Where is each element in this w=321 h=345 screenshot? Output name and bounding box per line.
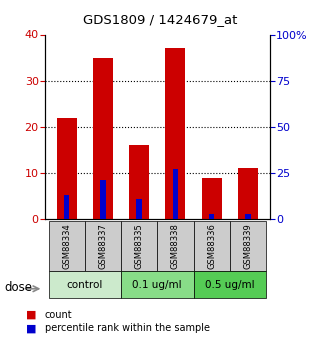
Text: control: control <box>67 280 103 289</box>
Bar <box>93 58 113 219</box>
Bar <box>194 221 230 271</box>
Bar <box>48 271 121 298</box>
Text: GSM88335: GSM88335 <box>135 223 144 269</box>
Text: 0.1 ug/ml: 0.1 ug/ml <box>133 280 182 289</box>
Bar <box>157 221 194 271</box>
Bar <box>173 169 178 219</box>
Bar <box>165 48 186 219</box>
Bar <box>64 195 69 219</box>
Bar <box>194 271 266 298</box>
Text: GSM88338: GSM88338 <box>171 223 180 269</box>
Text: GSM88334: GSM88334 <box>62 223 71 269</box>
Text: GSM88337: GSM88337 <box>99 223 108 269</box>
Bar <box>230 221 266 271</box>
Text: GSM88336: GSM88336 <box>207 223 216 269</box>
Text: count: count <box>45 310 73 319</box>
Text: GDS1809 / 1424679_at: GDS1809 / 1424679_at <box>83 13 238 26</box>
Text: GSM88339: GSM88339 <box>243 223 252 269</box>
Bar <box>100 180 106 219</box>
Bar <box>85 221 121 271</box>
Text: 0.5 ug/ml: 0.5 ug/ml <box>205 280 255 289</box>
Bar <box>202 178 221 219</box>
Text: percentile rank within the sample: percentile rank within the sample <box>45 324 210 333</box>
Bar <box>57 118 77 219</box>
Bar <box>129 145 149 219</box>
Bar <box>209 214 214 219</box>
Bar <box>136 199 142 219</box>
Text: dose: dose <box>5 280 33 294</box>
Text: ■: ■ <box>26 324 36 333</box>
Bar <box>48 221 85 271</box>
Bar <box>121 271 194 298</box>
Text: ■: ■ <box>26 310 36 319</box>
Bar <box>121 221 157 271</box>
Bar <box>245 214 251 219</box>
Bar <box>238 168 258 219</box>
